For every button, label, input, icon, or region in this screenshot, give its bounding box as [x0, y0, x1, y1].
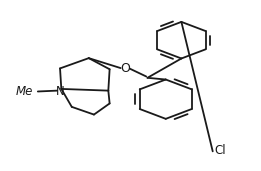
- Text: N: N: [56, 85, 64, 98]
- Text: O: O: [120, 62, 130, 75]
- Text: Me: Me: [15, 85, 33, 98]
- Text: Cl: Cl: [214, 144, 226, 157]
